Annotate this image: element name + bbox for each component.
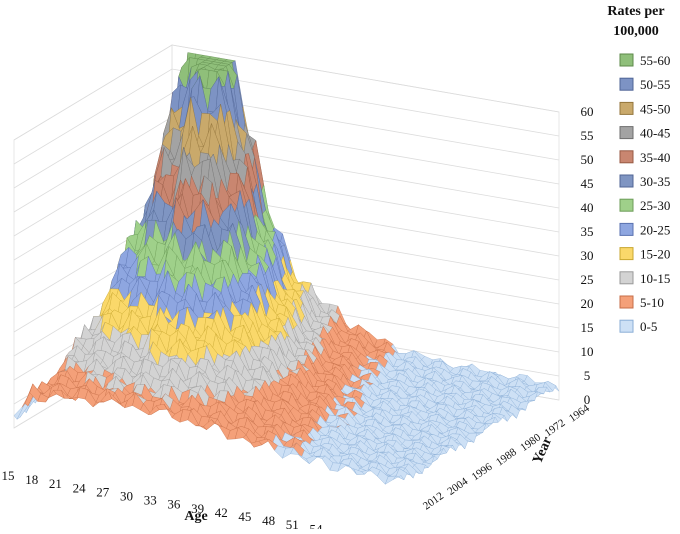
z-tick-label: 5 — [584, 368, 591, 383]
year-tick-label: 2012 — [421, 490, 446, 512]
surface-cell — [392, 475, 405, 481]
gridline — [13, 92, 560, 189]
legend-swatch — [619, 198, 634, 212]
legend-swatch — [619, 319, 634, 333]
age-tick-label: 18 — [25, 472, 38, 487]
legend-swatch — [619, 247, 634, 261]
z-tick-label: 50 — [581, 152, 594, 167]
legend-swatch — [619, 295, 634, 309]
age-tick-label: 48 — [262, 513, 275, 528]
z-tick-label: 35 — [581, 224, 594, 239]
age-tick-label: 42 — [215, 505, 228, 520]
year-tick-label: 1988 — [494, 446, 519, 469]
legend-label: 30-35 — [640, 174, 670, 189]
z-tick-label: 30 — [581, 248, 594, 263]
age-tick-label: 24 — [73, 480, 87, 495]
legend-swatch — [619, 150, 634, 164]
age-tick-label: 30 — [120, 489, 133, 504]
legend-swatch — [619, 53, 634, 67]
legend-label: 50-55 — [640, 77, 670, 92]
surface-mesh — [13, 52, 560, 485]
age-tick-label: 39 — [191, 501, 204, 516]
z-tick-label: 25 — [581, 272, 594, 287]
legend-label: 5-10 — [640, 295, 664, 310]
year-tick-label: 1972 — [543, 417, 568, 439]
age-tick-label: 57 — [333, 525, 347, 529]
legend-swatch — [619, 101, 634, 115]
legend-title-line2: 100,000 — [613, 24, 659, 39]
gridline — [13, 44, 560, 141]
legend-label: 55-60 — [640, 53, 670, 68]
z-tick-label: 45 — [581, 176, 594, 191]
legend-label: 45-50 — [640, 101, 670, 116]
gridline — [13, 116, 560, 213]
age-tick-label: 45 — [238, 509, 251, 524]
legend-swatch — [619, 174, 634, 188]
legend-swatch — [619, 126, 634, 140]
age-tick-label: 54 — [310, 521, 324, 529]
gridline — [13, 140, 560, 237]
z-tick-label: 0 — [584, 392, 591, 407]
legend-label: 40-45 — [640, 126, 670, 141]
z-tick-label: 55 — [581, 128, 594, 143]
legend-label: 15-20 — [640, 247, 670, 262]
z-tick-label: 20 — [581, 296, 594, 311]
legend-label: 0-5 — [640, 319, 657, 334]
legend-label: 25-30 — [640, 198, 670, 213]
age-tick-label: 21 — [49, 476, 62, 491]
year-tick-label: 2004 — [445, 475, 470, 498]
age-axis-title: Age — [184, 509, 207, 524]
legend-label: 20-25 — [640, 222, 670, 237]
z-tick-label: 15 — [581, 320, 594, 335]
z-tick-label: 10 — [581, 344, 594, 359]
z-axis-ticks: 0 5 10 15 20 25 30 35 40 45 50 55 60 — [581, 104, 594, 407]
legend-label: 35-40 — [640, 150, 670, 165]
legend-swatch — [619, 222, 634, 236]
age-tick-label: 15 — [2, 468, 15, 483]
z-tick-label: 60 — [581, 104, 594, 119]
age-tick-label: 27 — [96, 484, 110, 499]
legend-label: 10-15 — [640, 271, 670, 286]
gridline — [13, 68, 560, 165]
age-tick-label: 51 — [286, 517, 299, 529]
age-tick-label: 33 — [144, 493, 157, 508]
gridline — [13, 164, 560, 261]
legend-swatch — [619, 77, 634, 91]
z-tick-label: 40 — [581, 200, 594, 215]
year-tick-label: 1996 — [470, 461, 495, 484]
legend-swatch — [619, 271, 634, 285]
legend: Rates per 100,000 55-60 50-55 45-50 40-45 35… — [607, 4, 670, 334]
age-tick-label: 36 — [167, 497, 181, 512]
age-axis-ticks: 1518212427303336394245485154576063 — [2, 468, 394, 534]
legend-title-line1: Rates per — [607, 4, 664, 19]
